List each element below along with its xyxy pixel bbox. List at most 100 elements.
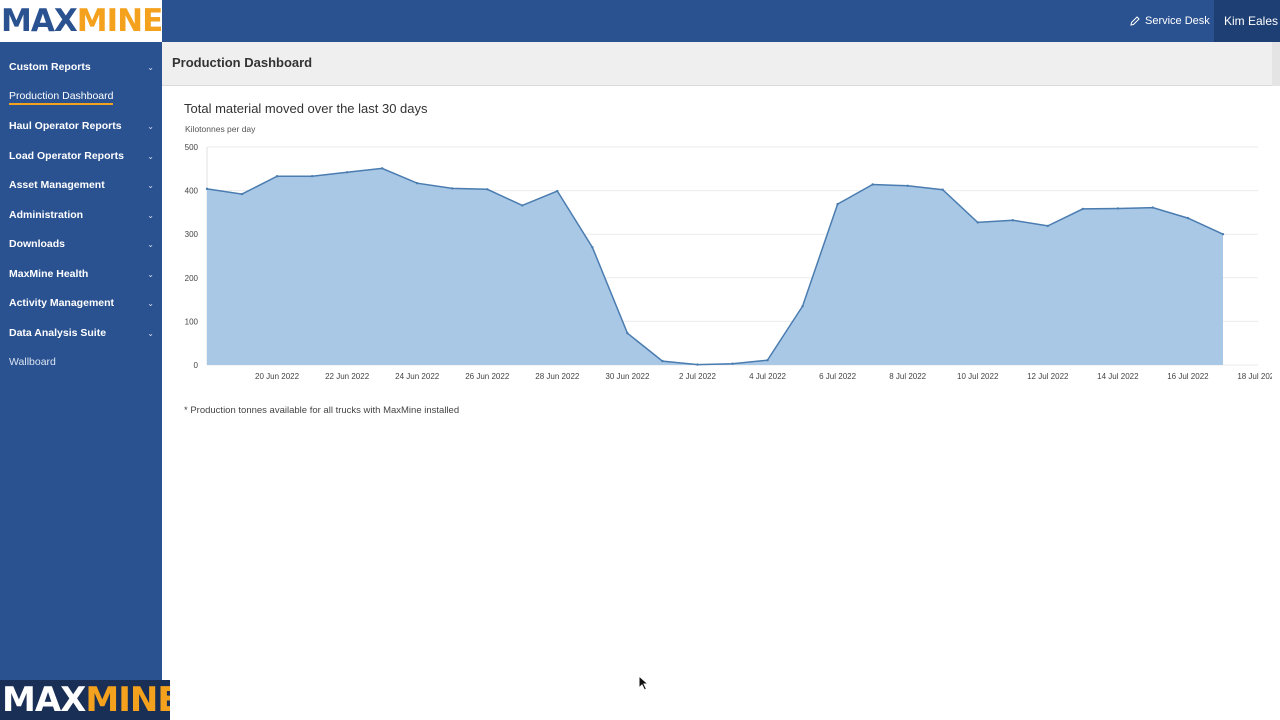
data-point <box>205 187 209 191</box>
sidebar-item-haul-operator-reports[interactable]: Haul Operator Reports ⌄ <box>9 116 154 136</box>
data-point <box>416 181 419 185</box>
y-tick-label: 200 <box>185 274 199 283</box>
y-tick-label: 100 <box>185 317 199 326</box>
x-tick-label: 20 Jun 2022 <box>255 372 300 381</box>
data-point <box>310 175 314 178</box>
sidebar-item-label: MaxMine Health <box>9 268 89 280</box>
production-area-chart[interactable]: 0 100 200 300 400 500 20 Jun 2022 22 Jun 2022 2… <box>162 136 1272 396</box>
data-point <box>661 359 664 363</box>
sidebar-item-maxmine-health[interactable]: MaxMine Health ⌄ <box>9 264 154 284</box>
chevron-down-icon: ⌄ <box>147 121 154 131</box>
x-tick-label: 14 Jul 2022 <box>1097 372 1139 381</box>
data-point <box>906 184 909 188</box>
chevron-down-icon: ⌄ <box>147 328 154 338</box>
chevron-down-icon: ⌄ <box>147 210 154 220</box>
sidebar-item-activity-management[interactable]: Activity Management ⌄ <box>9 293 154 313</box>
data-point <box>1151 206 1155 209</box>
y-tick-label: 0 <box>194 361 199 370</box>
sidebar-item-administration[interactable]: Administration ⌄ <box>9 205 154 225</box>
data-point <box>521 204 524 207</box>
data-point <box>871 183 874 186</box>
data-point <box>486 188 489 191</box>
data-point <box>766 359 769 362</box>
data-point <box>976 221 979 224</box>
x-tick-label: 24 Jun 2022 <box>395 372 440 381</box>
chevron-down-icon: ⌄ <box>147 269 154 279</box>
data-point <box>380 167 384 170</box>
data-point <box>1081 207 1085 211</box>
data-point <box>240 192 244 196</box>
x-tick-label: 2 Jul 2022 <box>679 372 716 381</box>
data-point <box>1116 207 1120 210</box>
x-tick-label: 18 Jul 2022 <box>1237 372 1272 381</box>
data-point <box>1221 233 1225 236</box>
data-point <box>275 175 279 178</box>
sidebar-item-label: Haul Operator Reports <box>9 120 122 132</box>
logo-mine-text: MINE <box>76 3 162 39</box>
sidebar-item-label: Asset Management <box>9 179 105 191</box>
sidebar-item-label: Downloads <box>9 238 66 250</box>
x-tick-label: 4 Jul 2022 <box>749 372 786 381</box>
x-tick-label: 30 Jun 2022 <box>605 372 650 381</box>
mouse-cursor-icon <box>638 675 650 691</box>
chevron-down-icon: ⌄ <box>147 239 154 249</box>
scrollbar[interactable] <box>1272 42 1280 86</box>
data-point <box>1186 216 1190 220</box>
sidebar-item-label: Activity Management <box>9 297 115 309</box>
data-point <box>1046 224 1049 228</box>
y-tick-label: 500 <box>185 143 199 152</box>
chevron-down-icon: ⌄ <box>147 151 154 161</box>
watermark-max-text: MAX <box>2 680 86 720</box>
maxmine-logo[interactable]: MAXMINE <box>0 0 162 42</box>
data-point <box>696 363 699 366</box>
chart-series-area <box>207 168 1223 365</box>
pencil-icon <box>1130 16 1140 26</box>
x-tick-label: 16 Jul 2022 <box>1167 372 1209 381</box>
logo-max-text: MAX <box>1 3 78 39</box>
data-point <box>941 188 944 191</box>
sidebar-item-label: Load Operator Reports <box>9 150 124 162</box>
service-desk-label: Service Desk <box>1145 15 1210 27</box>
chart-footnote: * Production tonnes available for all tr… <box>184 405 460 416</box>
sidebar-item-asset-management[interactable]: Asset Management ⌄ <box>9 175 154 195</box>
chart-series-line <box>206 167 1224 366</box>
sidebar-item-data-analysis-suite[interactable]: Data Analysis Suite ⌄ <box>9 323 154 343</box>
chevron-down-icon: ⌄ <box>147 180 154 190</box>
data-point <box>1011 219 1014 222</box>
page-title: Production Dashboard <box>172 55 313 70</box>
x-tick-label: 26 Jun 2022 <box>465 372 510 381</box>
sidebar-item-label: Wallboard <box>9 356 56 368</box>
x-tick-label: 8 Jul 2022 <box>889 372 926 381</box>
data-point <box>556 189 559 193</box>
data-point <box>801 304 804 308</box>
sidebar-item-label: Administration <box>9 209 84 221</box>
chevron-down-icon: ⌄ <box>147 298 154 308</box>
top-bar: MAXMINE Service Desk Kim Eales⌄ <box>0 0 1280 42</box>
sidebar-item-downloads[interactable]: Downloads ⌄ <box>9 234 154 254</box>
chevron-down-icon: ⌄ <box>147 62 154 72</box>
maxmine-watermark-logo: MAXMINE <box>0 680 170 720</box>
chart-title: Total material moved over the last 30 da… <box>184 101 428 116</box>
user-menu[interactable]: Kim Eales⌄ <box>1214 0 1280 42</box>
sidebar: Custom Reports ⌄ Production Dashboard Ha… <box>0 42 162 720</box>
sidebar-item-load-operator-reports[interactable]: Load Operator Reports ⌄ <box>9 146 154 166</box>
y-tick-label: 400 <box>185 187 199 196</box>
x-tick-label: 28 Jun 2022 <box>535 372 580 381</box>
sidebar-item-custom-reports[interactable]: Custom Reports ⌄ <box>9 57 154 77</box>
data-point <box>731 362 734 365</box>
sidebar-item-label: Production Dashboard <box>9 90 114 105</box>
data-point <box>345 171 349 174</box>
x-tick-label: 12 Jul 2022 <box>1027 372 1069 381</box>
sidebar-item-wallboard[interactable]: Wallboard <box>9 352 154 372</box>
sidebar-item-production-dashboard[interactable]: Production Dashboard <box>9 87 154 107</box>
service-desk-link[interactable]: Service Desk <box>1130 0 1210 42</box>
sidebar-item-label: Data Analysis Suite <box>9 327 107 339</box>
watermark-mine-text: MINE <box>85 680 170 720</box>
data-point <box>836 202 839 206</box>
y-tick-label: 300 <box>185 230 199 239</box>
x-tick-label: 22 Jun 2022 <box>325 372 370 381</box>
sidebar-item-label: Custom Reports <box>9 61 91 73</box>
user-name: Kim Eales <box>1224 14 1279 28</box>
x-tick-label: 6 Jul 2022 <box>819 372 856 381</box>
data-point <box>591 246 594 249</box>
